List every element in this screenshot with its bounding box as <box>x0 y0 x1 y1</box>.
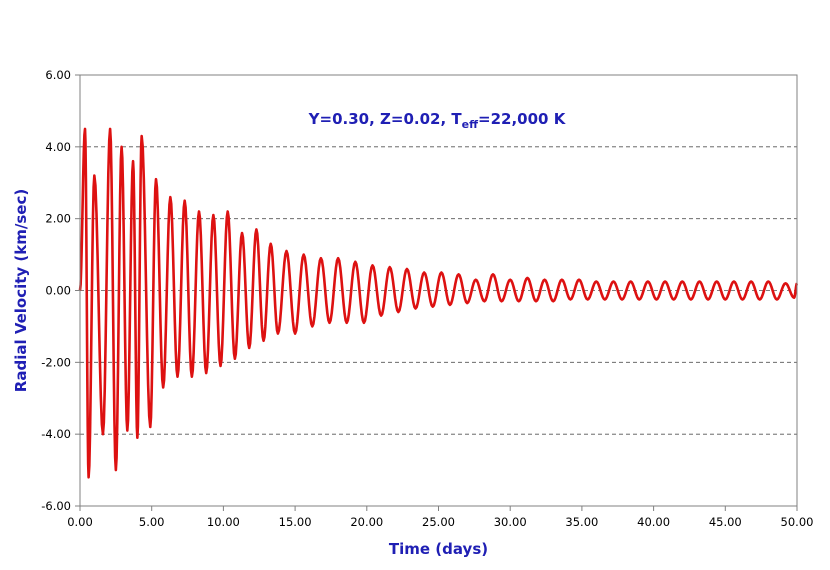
x-tick-label: 35.00 <box>565 515 598 529</box>
annotation-suffix: =22,000 K <box>478 110 567 128</box>
y-tick-label: 0.00 <box>45 284 71 298</box>
x-tick-label: 45.00 <box>709 515 742 529</box>
y-tick-label: -6.00 <box>41 499 71 513</box>
x-tick-label: 15.00 <box>279 515 312 529</box>
y-tick-label: 2.00 <box>45 212 71 226</box>
x-tick-label: 20.00 <box>350 515 383 529</box>
parameter-annotation: Y=0.30, Z=0.02, Teff=22,000 K <box>308 110 567 131</box>
x-tick-label: 50.00 <box>781 515 814 529</box>
x-axis-ticks: 0.00 5.00 10.00 15.00 20.00 25.00 30.00 35.00 40… <box>67 506 813 529</box>
x-tick-label: 0.00 <box>67 515 93 529</box>
y-tick-label: -4.00 <box>41 427 71 441</box>
y-tick-label: -2.00 <box>41 355 71 369</box>
y-axis-title: Radial Velocity (km/sec) <box>12 189 30 392</box>
x-tick-label: 40.00 <box>637 515 670 529</box>
y-axis-ticks: 6.00 4.00 2.00 0.00 -2.00 -4.00 -6.00 <box>41 68 80 513</box>
x-tick-label: 5.00 <box>139 515 165 529</box>
annotation-prefix: Y=0.30, Z=0.02, T <box>308 110 463 128</box>
series-line-0 <box>78 127 799 479</box>
x-tick-label: 10.00 <box>207 515 240 529</box>
y-tick-label: 6.00 <box>45 68 71 82</box>
y-tick-label: 4.00 <box>45 140 71 154</box>
x-axis-title: Time (days) <box>389 540 488 558</box>
x-tick-label: 25.00 <box>422 515 455 529</box>
annotation-subscript: eff <box>462 118 478 131</box>
series-layer <box>78 127 799 479</box>
x-tick-label: 30.00 <box>494 515 527 529</box>
